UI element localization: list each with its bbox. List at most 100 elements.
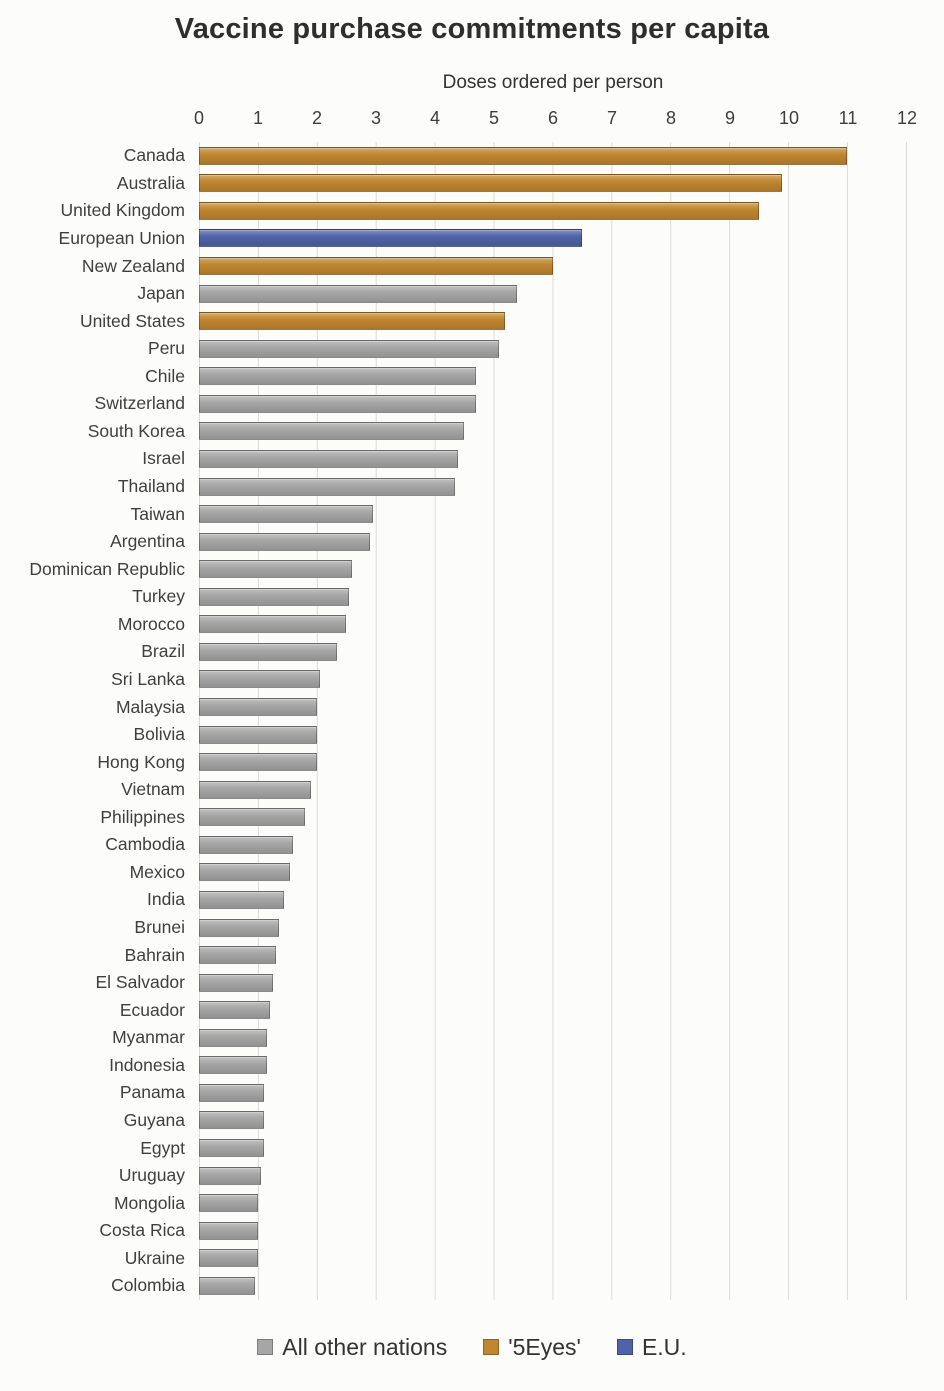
bar-track [199, 803, 907, 832]
bar-track [199, 720, 907, 749]
bar [199, 863, 291, 882]
country-label: Philippines [100, 806, 185, 827]
bar-track [199, 555, 907, 583]
bar [199, 698, 317, 717]
bar [199, 835, 294, 854]
bar [199, 615, 347, 634]
country-label: Canada [123, 145, 185, 166]
legend-swatch [483, 1339, 500, 1356]
country-label: Hong Kong [97, 751, 185, 772]
axis-tick: 2 [311, 108, 323, 128]
country-label: Thailand [117, 476, 185, 497]
axis-tick: 3 [370, 108, 382, 128]
bar [199, 587, 350, 606]
axis-tick: 1 [252, 108, 264, 128]
spacer [0, 96, 199, 142]
bar-track [199, 1024, 907, 1052]
country-label: Turkey [132, 586, 185, 607]
bar-track [199, 362, 907, 391]
country-label: Cambodia [105, 834, 185, 855]
bar-track [199, 1161, 907, 1190]
bar-track [199, 252, 907, 280]
country-label: Colombia [111, 1275, 185, 1296]
country-label: Egypt [140, 1137, 185, 1158]
bar-track [199, 472, 907, 501]
bar [199, 560, 353, 579]
bar [199, 1221, 258, 1240]
country-label: Japan [137, 283, 185, 304]
country-label: Sri Lanka [111, 668, 185, 689]
bar [199, 339, 500, 358]
bar [199, 890, 285, 909]
country-label: Costa Rica [99, 1220, 185, 1241]
bar [199, 946, 276, 965]
legend-item: E.U. [616, 1333, 687, 1361]
country-label: Indonesia [109, 1054, 185, 1075]
bar-track [199, 886, 907, 914]
country-label: Peru [148, 338, 185, 359]
bar-track [199, 1244, 907, 1273]
bar-track [199, 1189, 907, 1217]
bar [199, 146, 848, 165]
bar [199, 229, 582, 248]
country-label: Switzerland [94, 393, 185, 414]
bar-track [199, 748, 907, 776]
bar-track [199, 527, 907, 556]
bar-track [199, 1106, 907, 1135]
bar [199, 1111, 264, 1130]
bar [199, 394, 476, 413]
bar-track [199, 968, 907, 997]
bar-track [199, 1216, 907, 1245]
chart-legend: All other nations '5Eyes' E.U. [0, 1334, 944, 1361]
bar [199, 642, 338, 661]
bar-track [199, 638, 907, 666]
x-axis-title: Doses ordered per person [442, 72, 664, 93]
axis-tick: 7 [606, 108, 618, 128]
country-label: Mexico [129, 861, 185, 882]
bar [199, 725, 317, 744]
bar [199, 257, 553, 276]
country-label: Uruguay [118, 1165, 185, 1186]
country-label: Bahrain [124, 944, 185, 965]
bar-track [199, 197, 907, 225]
bar-track [199, 693, 907, 721]
chart-title: Vaccine purchase commitments per capita [174, 13, 770, 45]
country-label: Myanmar [112, 1027, 185, 1048]
bar [199, 1249, 258, 1268]
country-label: United Kingdom [60, 200, 185, 221]
bar-chart: Doses ordered per person 0 1 2 3 4 5 6 7 8 9 10 11 1… [0, 56, 917, 1300]
bar-track [199, 831, 907, 859]
bar-track [199, 996, 907, 1024]
bar [199, 1083, 264, 1102]
bar [199, 284, 518, 303]
legend-label: '5Eyes' [508, 1333, 581, 1360]
bar-track [199, 775, 907, 804]
spacer [0, 56, 199, 96]
country-label: Brunei [134, 917, 185, 938]
bar-track [199, 1134, 907, 1162]
country-label: United States [79, 310, 185, 331]
bar [199, 449, 459, 468]
bar [199, 505, 373, 524]
bar-track [199, 169, 907, 198]
bar-track [199, 1272, 907, 1300]
bar [199, 780, 311, 799]
bar-track [199, 858, 907, 887]
bar-track [199, 583, 907, 611]
country-label: Argentina [110, 531, 185, 552]
bar-track [199, 445, 907, 473]
country-label: South Korea [87, 420, 185, 441]
legend-item: '5Eyes' [483, 1334, 581, 1361]
legend-label: E.U. [641, 1333, 687, 1360]
country-label: Brazil [141, 641, 185, 662]
country-label: Morocco [117, 613, 185, 634]
country-label: Taiwan [130, 503, 185, 524]
legend-swatch [616, 1339, 633, 1356]
bar-track [199, 941, 907, 969]
legend-label: All other nations [282, 1333, 448, 1360]
bar [199, 422, 465, 441]
bar [199, 1139, 264, 1158]
bar-track [199, 307, 907, 335]
axis-tick: 0 [193, 108, 205, 128]
